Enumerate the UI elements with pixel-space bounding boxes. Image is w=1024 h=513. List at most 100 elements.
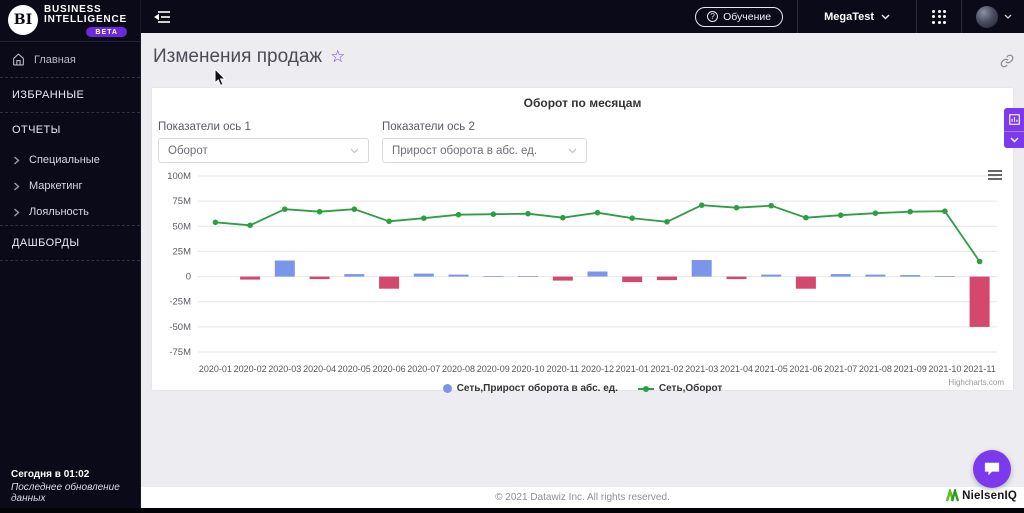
svg-text:-50M: -50M: [169, 322, 191, 333]
nielseniq-text: NielsenIQ: [962, 489, 1017, 502]
svg-text:25M: 25M: [173, 246, 192, 257]
share-link-icon[interactable]: [1000, 54, 1014, 68]
sidebar-item-home[interactable]: Главная: [0, 42, 140, 77]
chart-settings-flyout-button[interactable]: [1004, 108, 1024, 132]
workspace-dropdown[interactable]: MegaTest: [798, 0, 916, 33]
sidebar-home-label: Главная: [34, 53, 76, 66]
chat-bubble-icon: [984, 462, 1000, 476]
sidebar-item-label: Маркетинг: [29, 180, 83, 192]
sidebar-section-favorites[interactable]: ИЗБРАННЫЕ: [12, 89, 85, 101]
page-title-row: Изменения продаж ☆: [141, 33, 1024, 68]
svg-text:0: 0: [186, 272, 191, 283]
bottom-edge-bar: [0, 508, 1024, 513]
sidebar-divider: [0, 225, 140, 226]
copyright-text: © 2021 Datawiz Inc. All rights reserved.: [495, 492, 670, 503]
chevron-right-icon: [14, 155, 20, 165]
svg-text:2020-11: 2020-11: [547, 364, 579, 374]
sidebar-fold-icon[interactable]: [154, 10, 171, 24]
svg-text:-25M: -25M: [169, 297, 191, 308]
favorite-star-icon[interactable]: ☆: [330, 47, 346, 66]
user-menu[interactable]: [962, 0, 1024, 33]
highcharts-credits[interactable]: Highcharts.com: [948, 378, 1004, 387]
page-title: Изменения продаж: [153, 46, 323, 67]
avatar: [976, 5, 998, 28]
svg-text:2021-01: 2021-01: [616, 364, 649, 374]
svg-text:2020-05: 2020-05: [338, 364, 371, 374]
axis2-value: Прирост оборота в абс. ед.: [392, 144, 538, 157]
bi-logo-icon: BI: [8, 5, 38, 35]
training-button[interactable]: ? Обучение: [695, 6, 784, 27]
axis1-label: Показатели ось 1: [158, 121, 251, 133]
topbar-divider: [916, 0, 917, 33]
chevron-down-icon: [568, 148, 577, 153]
sidebar-item-label: Специальные: [29, 154, 100, 166]
axis1-value: Оборот: [168, 144, 208, 157]
svg-text:2021-07: 2021-07: [824, 364, 857, 374]
svg-text:2020-01: 2020-01: [199, 364, 232, 374]
sidebar-item-marketing[interactable]: Маркетинг: [0, 173, 140, 199]
chevron-down-icon: [350, 148, 359, 153]
svg-text:2020-12: 2020-12: [581, 364, 614, 374]
home-icon: [13, 53, 24, 66]
logo-line2: INTELLIGENCE: [44, 14, 127, 25]
topbar-divider: [961, 0, 962, 33]
legend-bar-marker-icon: [442, 384, 452, 393]
sidebar-item-label: Лояльность: [29, 206, 89, 218]
apps-grid-button[interactable]: [917, 0, 961, 33]
svg-text:2021-02: 2021-02: [650, 364, 683, 374]
chart-panel-icon: [1008, 114, 1020, 125]
legend-item-bars[interactable]: Сеть,Прирост оборота в абс. ед.: [442, 383, 618, 394]
svg-text:2021-06: 2021-06: [789, 364, 822, 374]
app-logo[interactable]: BI BUSINESS INTELLIGENCE BETA: [0, 0, 140, 42]
sidebar: BI BUSINESS INTELLIGENCE BETA Главная ИЗ…: [0, 0, 141, 513]
chart-title: Оборот по месяцам: [523, 96, 642, 110]
edge-panel-widget: [1004, 108, 1024, 148]
training-label: Обучение: [723, 10, 772, 23]
svg-text:2020-04: 2020-04: [303, 364, 336, 374]
footer: © 2021 Datawiz Inc. All rights reserved.…: [141, 487, 1024, 508]
chart-plot[interactable]: 100M 75M 50M 25M 0 -25M -50M -75M 2020-01 2020-02…: [152, 168, 1013, 387]
chevron-down-icon: [1009, 137, 1019, 143]
last-update-time: Сегодня в 01:02: [11, 469, 90, 480]
svg-text:2021-11: 2021-11: [963, 364, 995, 374]
sidebar-divider: [0, 112, 140, 113]
apps-grid-icon: [932, 9, 946, 24]
topbar-divider: [797, 0, 799, 33]
edge-collapse-button[interactable]: [1004, 132, 1024, 148]
chart-card: Оборот по месяцам Показатели ось 1 Оборо…: [152, 88, 1013, 394]
svg-text:50M: 50M: [173, 221, 192, 232]
legend-line-label: Сеть,Оборот: [658, 383, 723, 394]
logo-line1: BUSINESS: [44, 4, 102, 15]
svg-text:-75M: -75M: [169, 347, 191, 358]
sidebar-item-loyalty[interactable]: Лояльность: [0, 199, 140, 225]
sidebar-item-special[interactable]: Специальные: [0, 147, 140, 173]
legend-line-marker-icon: [637, 385, 654, 392]
chat-support-button[interactable]: [973, 450, 1011, 488]
svg-text:2020-06: 2020-06: [373, 364, 406, 374]
topbar-right-group: ? Обучение MegaTest: [695, 0, 1024, 33]
svg-text:2021-10: 2021-10: [928, 364, 961, 374]
chevron-down-icon: [881, 14, 890, 19]
axis1-select[interactable]: Оборот: [158, 138, 369, 163]
svg-text:2020-07: 2020-07: [407, 364, 440, 374]
svg-text:75M: 75M: [173, 196, 192, 207]
svg-text:2020-02: 2020-02: [234, 364, 267, 374]
chart-area: 100M 75M 50M 25M 0 -25M -50M -75M 2020-01 2020-02…: [152, 168, 1013, 387]
axis2-select[interactable]: Прирост оборота в абс. ед.: [382, 138, 587, 163]
svg-text:2021-05: 2021-05: [755, 364, 788, 374]
sidebar-divider: [0, 77, 140, 78]
legend-item-line[interactable]: Сеть,Оборот: [637, 383, 723, 394]
svg-text:2021-08: 2021-08: [859, 364, 892, 374]
last-update-caption: Последнее обновление данных: [11, 482, 120, 504]
svg-text:2021-03: 2021-03: [685, 364, 718, 374]
svg-text:2020-03: 2020-03: [268, 364, 301, 374]
beta-badge: BETA: [86, 27, 127, 37]
chart-context-menu-icon[interactable]: [986, 166, 1004, 184]
workspace-name: MegaTest: [824, 10, 874, 23]
sidebar-section-reports[interactable]: ОТЧЕТЫ: [12, 124, 61, 136]
svg-text:2020-10: 2020-10: [511, 364, 544, 374]
svg-text:2021-04: 2021-04: [720, 364, 753, 374]
chart-controls: Показатели ось 1 Оборот Показатели ось 2…: [152, 110, 1013, 166]
sidebar-section-dashboards[interactable]: ДАШБОРДЫ: [12, 237, 80, 249]
help-icon: ?: [707, 11, 719, 22]
